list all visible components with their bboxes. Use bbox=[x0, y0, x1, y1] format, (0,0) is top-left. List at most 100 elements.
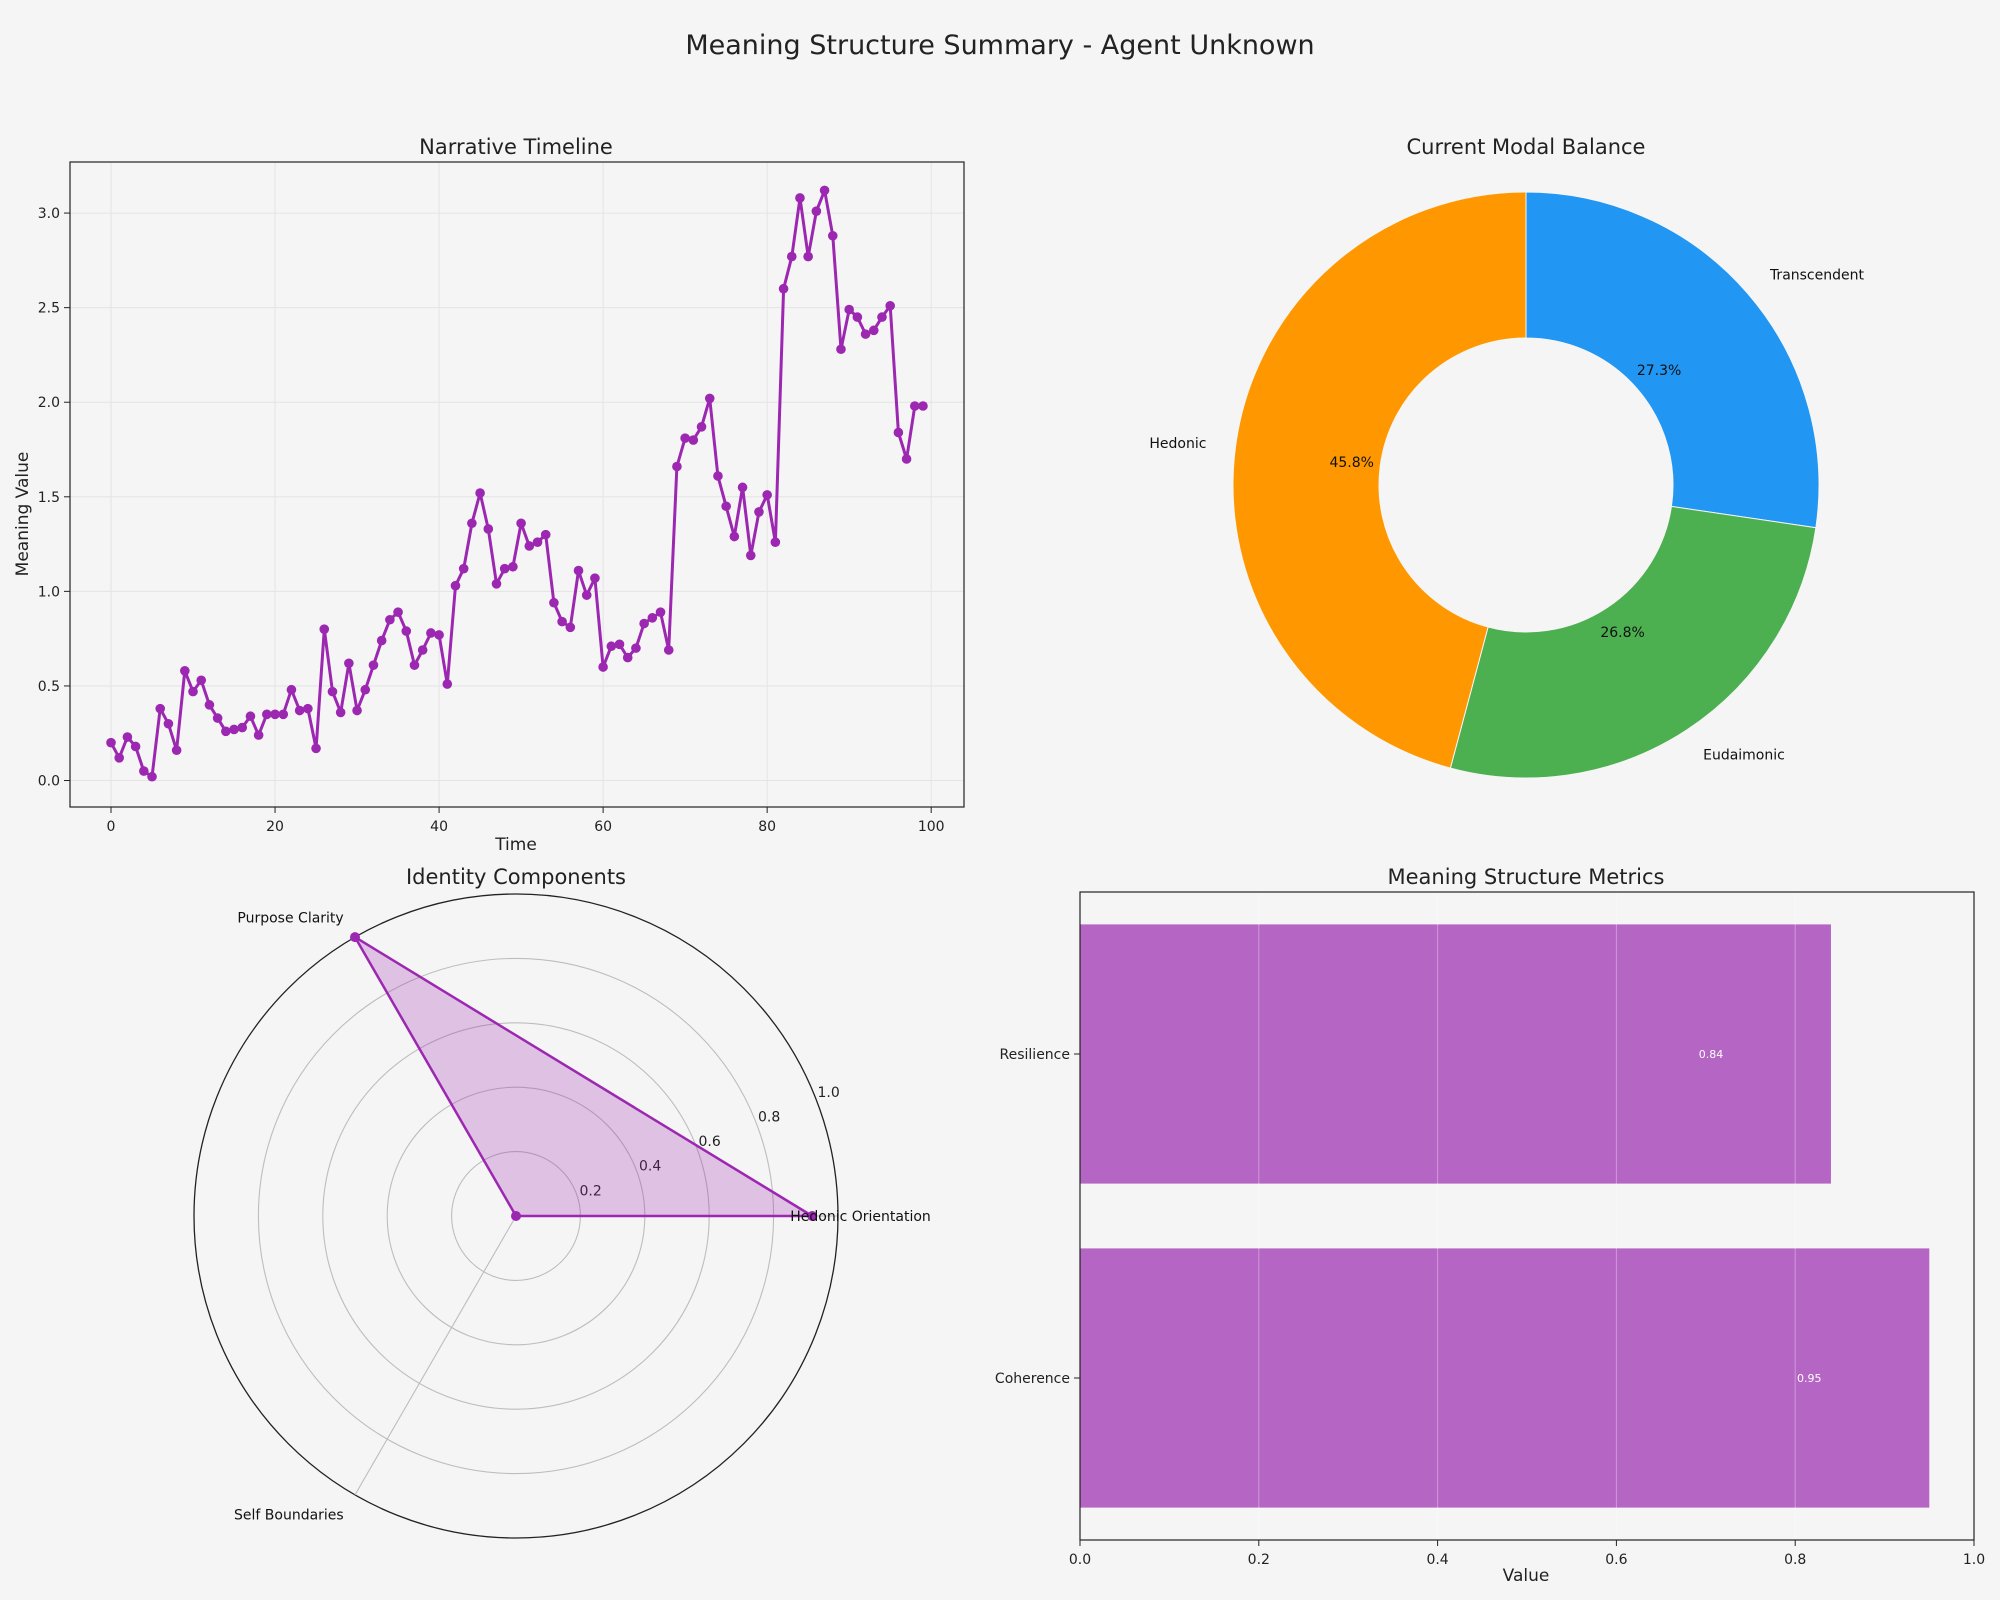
narrative-timeline-data-point bbox=[713, 471, 723, 481]
narrative-timeline-data-point bbox=[123, 732, 133, 742]
narrative-timeline-data-point bbox=[516, 518, 526, 528]
narrative-timeline-data-point bbox=[639, 619, 649, 629]
narrative-timeline-data-point bbox=[270, 710, 280, 720]
narrative-timeline-data-point bbox=[319, 624, 329, 634]
narrative-timeline-data-point bbox=[483, 524, 493, 534]
narrative-timeline-data-point bbox=[410, 660, 420, 670]
narrative-timeline-data-point bbox=[795, 193, 805, 203]
narrative-timeline-y-tick-label: 3.0 bbox=[38, 206, 60, 222]
narrative-timeline-title: Narrative Timeline bbox=[419, 135, 613, 159]
narrative-timeline-data-point bbox=[467, 518, 477, 528]
narrative-timeline-data-point bbox=[664, 645, 674, 655]
narrative-timeline-data-point bbox=[861, 329, 871, 339]
narrative-timeline-xlabel: Time bbox=[494, 835, 537, 855]
narrative-timeline-data-point bbox=[582, 590, 592, 600]
narrative-timeline-data-point bbox=[656, 607, 666, 617]
narrative-timeline-data-point bbox=[771, 537, 781, 547]
narrative-timeline-data-point bbox=[787, 252, 797, 262]
narrative-timeline-data-point bbox=[738, 483, 748, 493]
narrative-timeline-data-point bbox=[894, 428, 904, 438]
narrative-timeline-data-point bbox=[401, 626, 411, 636]
bar-x-tick-label: 0.0 bbox=[1069, 1552, 1091, 1568]
narrative-timeline-data-point bbox=[459, 564, 469, 574]
narrative-timeline-data-point bbox=[139, 766, 149, 776]
narrative-timeline-data-point bbox=[155, 704, 165, 714]
narrative-timeline-data-point bbox=[172, 745, 182, 755]
bar-value-label-resilience: 0.84 bbox=[1699, 1048, 1724, 1061]
narrative-timeline-data-point bbox=[328, 687, 338, 697]
narrative-timeline-data-point bbox=[541, 530, 551, 540]
narrative-timeline-data-point bbox=[623, 653, 633, 663]
bar-value-label-coherence: 0.95 bbox=[1797, 1372, 1822, 1385]
narrative-timeline-y-tick-label: 0.0 bbox=[38, 774, 60, 790]
narrative-timeline-data-point bbox=[672, 462, 682, 472]
narrative-timeline-data-point bbox=[196, 675, 206, 685]
narrative-timeline-data-point bbox=[525, 541, 535, 551]
narrative-timeline-x-tick-label: 40 bbox=[430, 819, 448, 835]
modal-balance-title: Current Modal Balance bbox=[1407, 135, 1646, 159]
narrative-timeline-data-point bbox=[360, 685, 370, 695]
narrative-timeline-data-point bbox=[828, 231, 838, 241]
bar-x-tick-label: 1.0 bbox=[1963, 1552, 1985, 1568]
narrative-timeline-data-point bbox=[754, 507, 764, 517]
bar-x-tick-label: 0.6 bbox=[1605, 1552, 1627, 1568]
narrative-timeline-data-point bbox=[147, 772, 157, 782]
narrative-timeline-data-point bbox=[369, 660, 379, 670]
narrative-timeline-data-point bbox=[442, 679, 452, 689]
narrative-timeline-data-point bbox=[590, 573, 600, 583]
narrative-timeline-data-point bbox=[295, 706, 305, 716]
narrative-timeline-data-point bbox=[188, 687, 198, 697]
narrative-timeline-y-tick-label: 2.5 bbox=[38, 301, 60, 317]
narrative-timeline-data-point bbox=[689, 435, 699, 445]
narrative-timeline-data-point bbox=[180, 666, 190, 676]
narrative-timeline-data-point bbox=[853, 312, 863, 322]
narrative-timeline-data-point bbox=[500, 564, 510, 574]
narrative-timeline-data-point bbox=[377, 636, 387, 646]
narrative-timeline-data-point bbox=[418, 645, 428, 655]
narrative-timeline-data-point bbox=[680, 433, 690, 443]
narrative-timeline-data-point bbox=[779, 284, 789, 294]
narrative-timeline-y-tick-label: 2.0 bbox=[38, 395, 60, 411]
narrative-timeline-data-point bbox=[885, 301, 895, 311]
narrative-timeline-y-tick-label: 0.5 bbox=[38, 679, 60, 695]
narrative-timeline-data-point bbox=[820, 186, 830, 196]
narrative-timeline-x-tick-label: 80 bbox=[758, 819, 776, 835]
narrative-timeline-y-tick-label: 1.0 bbox=[38, 584, 60, 600]
meaning-metrics-xlabel: Value bbox=[1503, 1566, 1550, 1586]
narrative-timeline-data-point bbox=[246, 711, 256, 721]
narrative-timeline-data-point bbox=[229, 725, 239, 735]
narrative-timeline-data-point bbox=[451, 581, 461, 591]
narrative-timeline-data-point bbox=[730, 532, 740, 542]
radar-axis-label: Hedonic Orientation bbox=[790, 1209, 931, 1225]
pie-label-hedonic: Hedonic bbox=[1149, 436, 1206, 452]
narrative-timeline-data-point bbox=[746, 551, 756, 561]
narrative-timeline-data-point bbox=[106, 738, 116, 748]
narrative-timeline-data-point bbox=[311, 744, 321, 754]
narrative-timeline-y-tick-label: 1.5 bbox=[38, 490, 60, 506]
narrative-timeline-data-point bbox=[705, 394, 715, 404]
narrative-timeline-data-point bbox=[237, 723, 247, 733]
narrative-timeline-data-point bbox=[812, 206, 822, 216]
narrative-timeline-data-point bbox=[762, 490, 772, 500]
narrative-timeline-x-tick-label: 100 bbox=[918, 819, 945, 835]
narrative-timeline-x-tick-label: 0 bbox=[107, 819, 116, 835]
meaning-metrics-title: Meaning Structure Metrics bbox=[1388, 865, 1665, 889]
narrative-timeline-data-point bbox=[221, 727, 231, 737]
narrative-timeline-data-point bbox=[385, 615, 395, 625]
narrative-timeline-data-point bbox=[205, 700, 215, 710]
narrative-timeline-data-point bbox=[869, 326, 879, 336]
narrative-timeline-data-point bbox=[131, 742, 141, 752]
narrative-timeline-data-point bbox=[475, 488, 485, 498]
narrative-timeline-data-point bbox=[910, 401, 920, 411]
narrative-timeline-data-point bbox=[803, 252, 813, 262]
bar-category-label-coherence: Coherence bbox=[995, 1371, 1070, 1387]
narrative-timeline-data-point bbox=[607, 641, 617, 651]
narrative-timeline-x-tick-label: 60 bbox=[594, 819, 612, 835]
narrative-timeline-data-point bbox=[836, 344, 846, 354]
narrative-timeline-data-point bbox=[877, 312, 887, 322]
narrative-timeline-data-point bbox=[492, 579, 502, 589]
radar-data-point bbox=[511, 1211, 521, 1221]
narrative-timeline-data-point bbox=[721, 501, 731, 511]
narrative-timeline-data-point bbox=[844, 305, 854, 315]
